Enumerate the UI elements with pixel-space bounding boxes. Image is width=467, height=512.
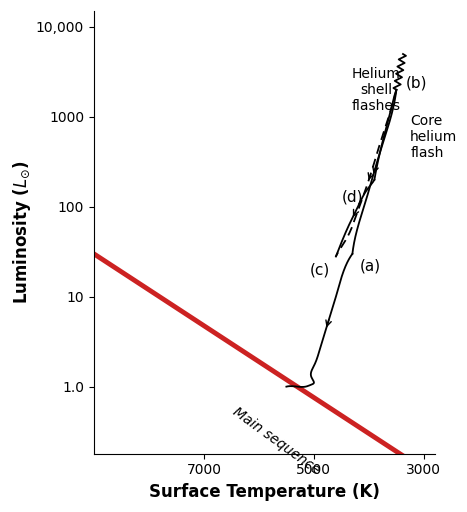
Text: (d): (d) [342,189,363,204]
Text: (b): (b) [406,75,427,90]
X-axis label: Surface Temperature (K): Surface Temperature (K) [149,483,380,501]
Text: Main sequence: Main sequence [230,405,322,477]
Text: Core
helium
flash: Core helium flash [410,114,457,160]
Text: Helium
shell
flashes: Helium shell flashes [352,67,401,113]
Text: (c): (c) [310,262,330,277]
Text: (a): (a) [360,259,381,273]
Y-axis label: Luminosity ($L_{\odot}$): Luminosity ($L_{\odot}$) [11,160,33,305]
